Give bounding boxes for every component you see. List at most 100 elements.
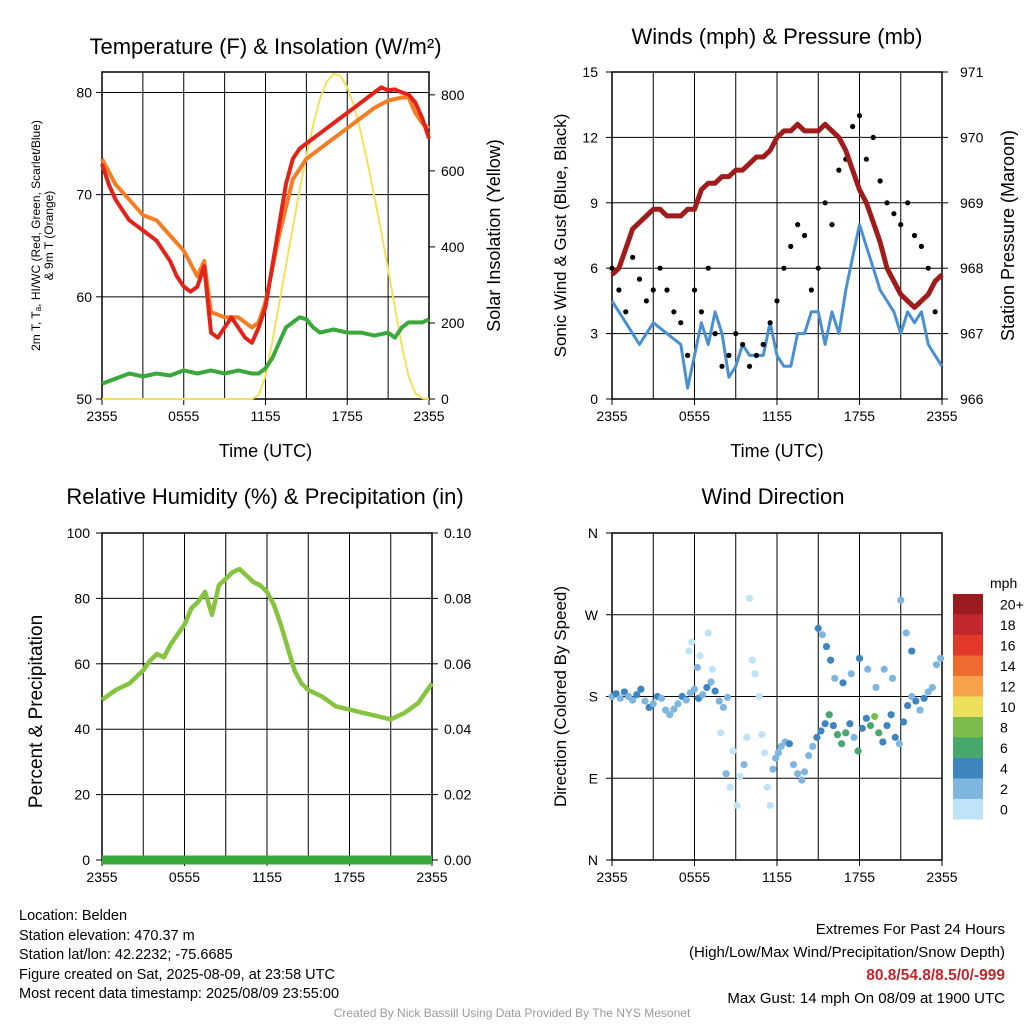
direction-point [821, 720, 829, 728]
plot-frame [101, 71, 430, 400]
gust-point [767, 320, 773, 326]
extremes-values: 80.8/54.8/8.5/0/-999 [866, 967, 1005, 984]
direction-point [916, 706, 924, 714]
gust-point [698, 309, 704, 315]
direction-point [902, 629, 910, 637]
legend-label: 18 [1000, 617, 1016, 633]
gust-point [760, 341, 766, 348]
legend-swatch [953, 717, 983, 738]
gust-point [630, 254, 636, 260]
temperature-title: Temperature (F) & Insolation (W/m²) [89, 34, 441, 59]
recent-data-timestamp: Most recent data timestamp: 2025/08/09 2… [19, 986, 340, 1003]
gust-point [623, 309, 629, 315]
legend-swatch [953, 758, 983, 779]
y-axis-label: 2m T, Tₐ, HI/WC (Red, Green, Scarlet/Blu… [29, 120, 43, 351]
legend-label: 6 [1000, 740, 1008, 756]
y2-tick-label: 200 [441, 315, 465, 331]
x-tick-label: 1755 [332, 408, 363, 424]
figure-created: Figure created on Sat, 2025-08-09, at 23… [19, 966, 335, 983]
y-tick-label: 9 [590, 195, 598, 211]
gust-point [863, 156, 869, 162]
direction-point [743, 733, 751, 741]
y-tick-label: 60 [74, 656, 90, 672]
direction-point [748, 656, 756, 664]
gust-point [850, 123, 856, 130]
direction-point [717, 729, 725, 737]
direction-point [872, 683, 880, 692]
gust-point [898, 222, 904, 228]
gust-point [664, 287, 670, 293]
y2-tick-label: 0.08 [444, 590, 471, 606]
direction-point [693, 663, 701, 672]
direction-point [829, 721, 837, 730]
x-tick-label: 2355 [596, 408, 627, 424]
x-tick-label: 0555 [679, 869, 710, 885]
direction-point [904, 701, 912, 710]
direction-point [813, 733, 821, 741]
humidity-line [100, 566, 434, 722]
gust-point [733, 331, 739, 337]
direction-point [912, 697, 920, 705]
direction-point [616, 694, 624, 702]
direction-point [846, 720, 854, 728]
direction-point [827, 656, 835, 664]
y2-tick-label: 968 [960, 260, 984, 276]
legend-label: 14 [1000, 658, 1016, 674]
direction-point [897, 596, 905, 604]
legend-swatch [953, 778, 983, 799]
direction-point [814, 624, 822, 632]
gust-point [836, 167, 842, 173]
x-tick-label: 1755 [334, 869, 365, 885]
y-tick-label: 80 [76, 84, 92, 100]
y2-tick-label: 967 [960, 326, 984, 342]
direction-point [688, 638, 696, 646]
y2-tick-label: 966 [960, 391, 984, 407]
direction-point [920, 694, 928, 702]
humidity-title: Relative Humidity (%) & Precipitation (i… [66, 484, 463, 509]
x-tick-label: 2355 [926, 869, 957, 885]
direction-point [763, 783, 771, 791]
gust-point [691, 287, 698, 293]
gust-point [705, 265, 711, 271]
gust-point [671, 309, 677, 315]
y-tick-label: 70 [76, 187, 92, 203]
extremes-info: Extremes For Past 24 Hours (High/Low/Max… [689, 918, 1005, 1010]
direction-point [842, 729, 850, 737]
direction-point [685, 647, 693, 655]
direction-point [932, 661, 941, 669]
x-tick-label: 1155 [762, 869, 792, 885]
x-tick-label: 1155 [250, 408, 280, 424]
gust-point [877, 178, 883, 184]
station-elevation: Station elevation: 470.37 m [19, 927, 195, 944]
legend-label: 20+ [1000, 596, 1024, 612]
direction-point [871, 712, 879, 721]
y2-tick-label: 970 [960, 129, 984, 145]
y2-axis-label: Solar Insolation (Yellow) [484, 139, 504, 331]
legend-swatch [953, 676, 983, 697]
gust-point [829, 222, 835, 228]
station-location: Location: Belden [19, 908, 128, 924]
direction-point [883, 721, 891, 730]
direction-point [703, 683, 711, 692]
gust-point [685, 352, 691, 358]
gust-point [657, 265, 663, 271]
direction-point [880, 665, 888, 673]
direction-point [682, 696, 690, 704]
direction-point [657, 694, 666, 702]
direction-point [711, 687, 719, 695]
y2-tick-label: 0.10 [444, 525, 471, 541]
legend-swatch [953, 655, 983, 676]
direction-point [641, 697, 649, 705]
direction-point [629, 696, 637, 704]
direction-point [789, 761, 798, 769]
legend-title: mph [990, 575, 1017, 591]
direction-point [794, 770, 802, 778]
direction-point [758, 731, 766, 739]
legend-label: 4 [1000, 760, 1008, 776]
direction-point [766, 801, 774, 810]
direction-point [715, 697, 723, 705]
direction-point [800, 768, 809, 776]
credit-line: Created By Nick Bassill Using Data Provi… [333, 1006, 691, 1020]
direction-point [666, 711, 674, 719]
